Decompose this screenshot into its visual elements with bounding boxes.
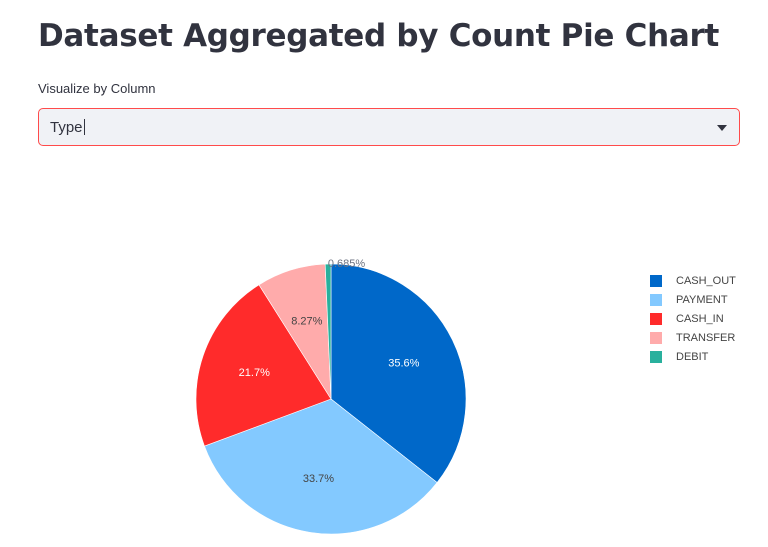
legend-swatch [650,331,662,344]
legend-label: CASH_OUT [676,274,736,287]
pie-slice-label: 35.6% [388,358,419,370]
text-cursor [83,119,85,135]
select-label: Visualize by Column [38,81,156,96]
pie-slice-cash-in[interactable] [195,284,332,447]
pie-slice-label: 21.7% [239,367,270,379]
legend-item-cash-out[interactable]: CASH_OUT [650,271,736,290]
pie-slice-label: 0.685% [328,258,366,270]
pie-slice-payment[interactable] [204,398,438,535]
pie-slice-cash-out[interactable] [330,263,467,483]
pie-slice-debit[interactable] [324,263,332,400]
legend-swatch [650,350,662,363]
legend-swatch [650,312,662,325]
chevron-down-icon[interactable] [717,125,727,131]
legend-item-cash-in[interactable]: CASH_IN [650,309,736,328]
pie-slice-label: 8.27% [291,316,322,328]
chart-legend: CASH_OUT PAYMENT CASH_IN TRANSFER DEBIT [650,271,736,366]
legend-item-transfer[interactable]: TRANSFER [650,328,736,347]
page-title: Dataset Aggregated by Count Pie Chart [38,18,719,54]
column-select-text: Type [50,119,83,136]
legend-label: PAYMENT [676,293,728,306]
legend-item-debit[interactable]: DEBIT [650,347,736,366]
legend-swatch [650,274,662,287]
column-select[interactable]: Type [38,108,740,146]
legend-item-payment[interactable]: PAYMENT [650,290,736,309]
legend-label: CASH_IN [676,312,724,325]
legend-label: DEBIT [676,350,709,363]
legend-label: TRANSFER [676,331,736,344]
legend-swatch [650,293,662,306]
pie-slice-label: 33.7% [303,473,334,485]
column-select-value[interactable]: Type [50,119,85,136]
